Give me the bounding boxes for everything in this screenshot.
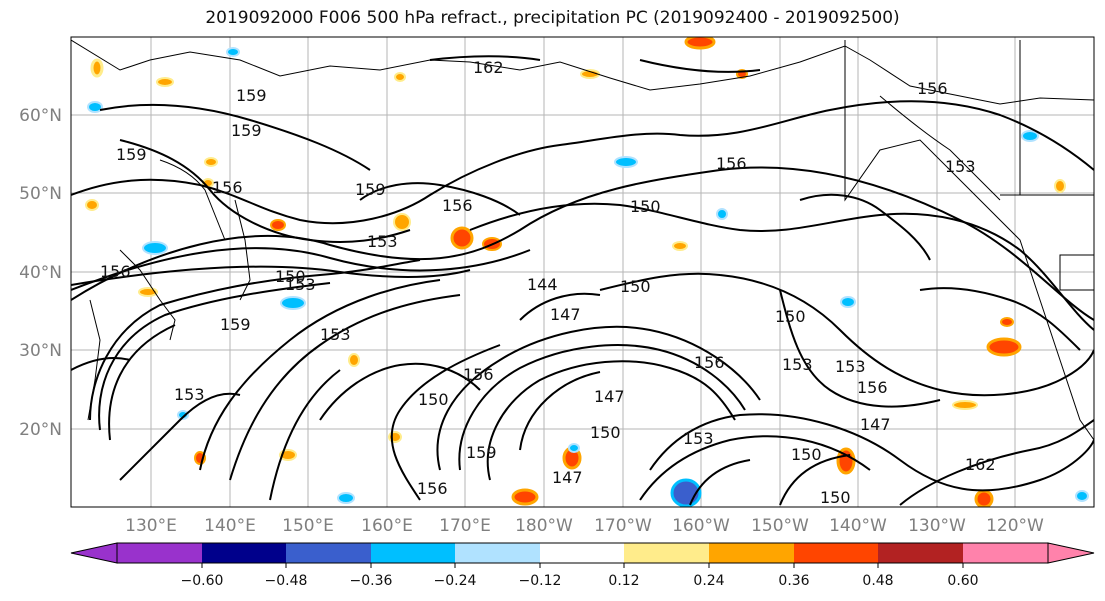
lon-label: 160°W — [672, 516, 730, 536]
longitude-labels: 130°E 140°E 150°E 160°E 170°E 180°W 170°… — [125, 516, 1044, 536]
contour-label: 156 — [442, 196, 473, 215]
lat-label: 50°N — [19, 184, 62, 204]
map-frame — [70, 36, 1095, 508]
colorbar-segment — [709, 543, 794, 563]
lat-label: 40°N — [19, 263, 62, 283]
precip-positive-patches — [85, 37, 1066, 507]
lon-label: 150°E — [282, 516, 334, 536]
lat-label: 20°N — [19, 420, 62, 440]
contour-label: 159 — [231, 121, 262, 140]
contour-label: 147 — [860, 415, 891, 434]
contour-label: 159 — [355, 180, 386, 199]
lon-label: 120°W — [986, 516, 1044, 536]
colorbar-segment — [286, 543, 371, 563]
coastlines — [71, 39, 1094, 441]
lon-label: 130°W — [908, 516, 966, 536]
contour-label: 156 — [417, 479, 448, 498]
colorbar-tick-label: −0.60 — [181, 573, 224, 589]
contour-label: 153 — [320, 325, 351, 344]
colorbar-segment — [963, 543, 1048, 563]
refractivity-contours — [71, 55, 1094, 506]
contour-label: 150 — [775, 307, 806, 326]
contour-label: 153 — [835, 357, 866, 376]
colorbar-segment — [371, 543, 455, 563]
contour-label: 153 — [174, 385, 205, 404]
colorbar-frame — [116, 542, 1049, 564]
lon-label: 170°E — [439, 516, 491, 536]
colorbar-segment — [202, 543, 286, 563]
lon-label: 160°E — [361, 516, 413, 536]
contour-label: 162 — [965, 455, 996, 474]
contour-label: 159 — [220, 315, 251, 334]
contour-label: 150 — [791, 445, 822, 464]
colorbar-tick-label: 0.12 — [608, 573, 639, 589]
contour-label: 147 — [552, 468, 583, 487]
colorbar-segment — [794, 543, 878, 563]
contour-label: 153 — [683, 429, 714, 448]
colorbar: −0.60 −0.48 −0.36 −0.24 −0.12 0.12 0.24 … — [70, 542, 1095, 589]
lon-label: 150°W — [751, 516, 809, 536]
colorbar-tick-label: −0.24 — [434, 573, 477, 589]
contour-label: 150 — [590, 423, 621, 442]
contour-label: 150 — [630, 197, 661, 216]
colorbar-segments — [117, 543, 1048, 563]
colorbar-segment — [624, 543, 709, 563]
colorbar-segment — [878, 543, 963, 563]
colorbar-tick-label: −0.36 — [350, 573, 393, 589]
contour-label: 156 — [857, 378, 888, 397]
contour-label: 162 — [473, 58, 504, 77]
latitude-labels: 60°N 50°N 40°N 30°N 20°N — [19, 106, 62, 440]
contour-label: 156 — [694, 353, 725, 372]
precip-negative-patches — [87, 47, 1089, 507]
contour-label: 156 — [212, 178, 243, 197]
contour-label: 159 — [236, 86, 267, 105]
contour-label: 153 — [367, 232, 398, 251]
contour-label: 147 — [550, 305, 581, 324]
lon-label: 140°E — [204, 516, 256, 536]
contour-label: 144 — [527, 275, 558, 294]
colorbar-extend-high — [1047, 542, 1095, 564]
colorbar-tick-label: 0.60 — [947, 573, 978, 589]
contour-label: 150 — [275, 267, 306, 286]
contour-label: 156 — [716, 154, 747, 173]
lon-label: 170°W — [594, 516, 652, 536]
contour-label: 150 — [418, 390, 449, 409]
lon-label: 140°W — [829, 516, 887, 536]
colorbar-tick-label: −0.12 — [519, 573, 562, 589]
map-title: 2019092000 F006 500 hPa refract., precip… — [205, 8, 900, 28]
colorbar-tick-label: 0.24 — [693, 573, 724, 589]
contour-label: 156 — [463, 365, 494, 384]
colorbar-tick-label: −0.48 — [265, 573, 308, 589]
colorbar-extend-low — [70, 542, 118, 564]
map-area: 162 159 159 159 156 159 153 156 156 150 … — [71, 37, 1094, 507]
contour-label: 159 — [466, 443, 497, 462]
lon-label: 180°W — [515, 516, 573, 536]
colorbar-tick-label: 0.36 — [778, 573, 809, 589]
lat-label: 60°N — [19, 106, 62, 126]
contour-labels: 162 159 159 159 156 159 153 156 156 150 … — [100, 58, 996, 507]
lat-label: 30°N — [19, 341, 62, 361]
contour-label: 150 — [620, 277, 651, 296]
colorbar-tick-labels: −0.60 −0.48 −0.36 −0.24 −0.12 0.12 0.24 … — [181, 573, 979, 589]
contour-label: 150 — [820, 488, 851, 507]
colorbar-tick-label: 0.48 — [862, 573, 893, 589]
contour-label: 153 — [782, 355, 813, 374]
graticule — [71, 37, 1094, 507]
colorbar-segment — [117, 543, 202, 563]
contour-label: 156 — [917, 79, 948, 98]
contour-label: 153 — [945, 157, 976, 176]
contour-label: 153 — [285, 275, 316, 294]
colorbar-segment — [540, 543, 624, 563]
colorbar-segment — [455, 543, 540, 563]
contour-label: 156 — [100, 262, 131, 281]
contour-label: 147 — [594, 387, 625, 406]
contour-label: 159 — [116, 145, 147, 164]
lon-label: 130°E — [125, 516, 177, 536]
colorbar-ticks — [201, 563, 964, 568]
